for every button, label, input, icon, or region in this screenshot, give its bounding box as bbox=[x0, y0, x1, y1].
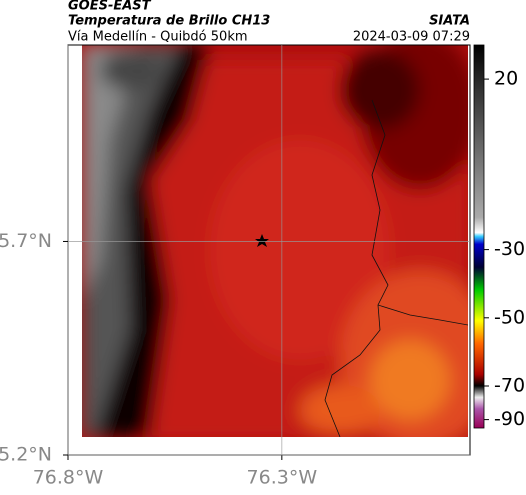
city-marker bbox=[255, 234, 269, 247]
colorbar-tick-label: -90 bbox=[494, 408, 525, 430]
route: Vía Medellín - Quibdó 50km bbox=[68, 30, 248, 45]
title: Temperatura de Brillo CH13 bbox=[68, 14, 270, 29]
brightness-map bbox=[82, 45, 468, 437]
x-tick-label: 76.3°W bbox=[247, 467, 318, 489]
colorbar-tick-label: -70 bbox=[494, 375, 525, 397]
y-tick-label: 5.2°N bbox=[0, 444, 52, 466]
timestamp: 2024-03-09 07:29 bbox=[353, 30, 470, 45]
colorbar-tick-label: 20 bbox=[494, 68, 518, 90]
x-tick-label: 76.8°W bbox=[33, 467, 104, 489]
colorbar bbox=[473, 44, 485, 429]
satellite: GOES-EAST bbox=[68, 0, 152, 14]
colorbar-tick-label: -30 bbox=[494, 238, 525, 260]
y-tick-label: 5.7°N bbox=[0, 230, 52, 252]
source: SIATA bbox=[429, 14, 470, 29]
colorbar-tick-label: -50 bbox=[494, 306, 525, 328]
